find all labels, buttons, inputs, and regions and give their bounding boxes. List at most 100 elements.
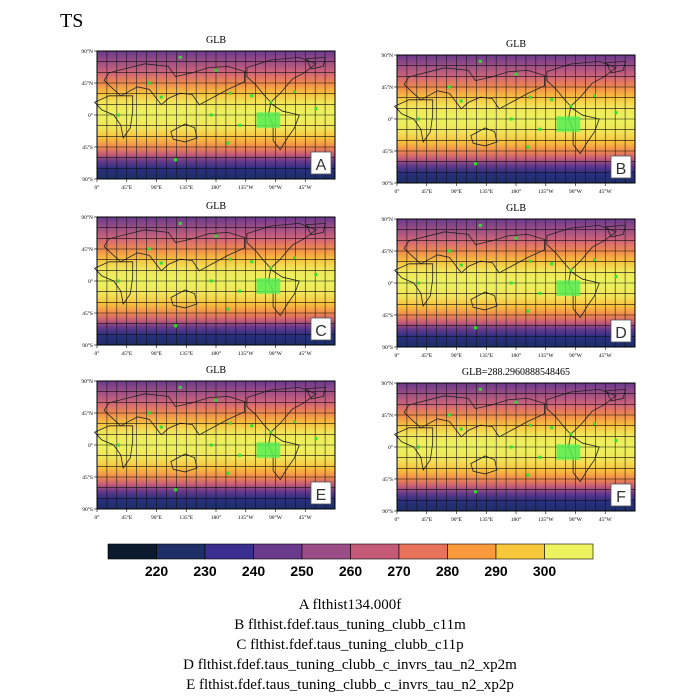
lon-tick-label: 45°W xyxy=(599,516,613,523)
lat-axis: 90°N 45°N 0° 45°S 90°S xyxy=(81,214,97,349)
lon-tick-label: 45°W xyxy=(299,184,313,191)
lon-tick-label: 135°E xyxy=(179,350,193,357)
panel-title: GLB=288.2960888548465 xyxy=(462,367,570,378)
lat-axis: 90°N 45°N 0° 45°S 90°S xyxy=(381,216,397,351)
lat-tick-label: 90°N xyxy=(81,48,93,55)
lat-lon-grid xyxy=(397,55,635,183)
panel-letter-box: C xyxy=(310,317,332,341)
lon-tick-label: 135°W xyxy=(238,184,254,191)
lat-tick-label: 0° xyxy=(88,278,93,285)
lon-tick-label: 180° xyxy=(511,188,521,195)
panel-title: GLB xyxy=(206,365,226,376)
lon-tick-label: 45°E xyxy=(421,516,433,523)
colorbar-label: 250 xyxy=(290,563,314,579)
coastlines xyxy=(393,388,627,483)
site-markers xyxy=(416,223,618,330)
lon-tick-label: 90°E xyxy=(151,350,163,357)
lon-axis: 0° 45°E 90°E 135°E 180° 135°W 90°W 45°W xyxy=(95,179,313,191)
lon-tick-label: 135°E xyxy=(479,188,493,195)
colorbar-swatch xyxy=(253,543,303,560)
lat-tick-label: 45°S xyxy=(82,310,93,317)
lon-tick-label: 90°W xyxy=(269,514,283,521)
lat-tick-label: 45°N xyxy=(381,248,393,255)
colorbar-swatch xyxy=(495,543,545,560)
lat-tick-label: 45°S xyxy=(82,474,93,481)
lon-tick-label: 90°E xyxy=(151,514,163,521)
lat-tick-label: 45°N xyxy=(381,412,393,419)
colorbar-swatch xyxy=(398,543,448,560)
colorbar-swatch xyxy=(301,543,351,560)
lon-tick-label: 135°W xyxy=(538,516,554,523)
figure-title: TS xyxy=(60,10,83,32)
panel-letter: D xyxy=(615,325,627,342)
lat-tick-label: 90°N xyxy=(381,380,393,387)
lat-tick-label: 45°S xyxy=(82,144,93,151)
lon-tick-label: 135°W xyxy=(538,188,554,195)
lat-lon-grid xyxy=(397,219,635,347)
caption-b: B flthist.fdef.taus_tuning_clubb_c11m xyxy=(234,617,466,633)
site-markers xyxy=(416,59,618,166)
colorbar-label: 240 xyxy=(242,563,266,579)
lat-lon-grid xyxy=(397,383,635,511)
lat-tick-label: 45°S xyxy=(382,312,393,319)
lat-axis: 90°N 45°N 0° 45°S 90°S xyxy=(381,52,397,187)
lon-tick-label: 180° xyxy=(211,350,221,357)
site-markers xyxy=(416,387,618,494)
lat-tick-label: 0° xyxy=(388,116,393,123)
lon-tick-label: 180° xyxy=(511,352,521,359)
panel-title: GLB xyxy=(206,35,226,46)
lon-tick-label: 0° xyxy=(95,514,100,521)
lon-tick-label: 180° xyxy=(511,516,521,523)
lat-tick-label: 90°N xyxy=(381,52,393,59)
colorbar-swatch xyxy=(350,543,400,560)
lat-tick-label: 90°S xyxy=(382,344,393,351)
lat-tick-label: 45°N xyxy=(381,84,393,91)
caption-d: D flthist.fdef.taus_tuning_clubb_c_invrs… xyxy=(183,657,517,673)
lon-tick-label: 90°E xyxy=(451,352,463,359)
colorbar-label: 300 xyxy=(533,563,557,579)
lon-tick-label: 135°W xyxy=(238,514,254,521)
lon-axis: 0° 45°E 90°E 135°E 180° 135°W 90°W 45°W xyxy=(395,183,613,195)
lon-axis: 0° 45°E 90°E 135°E 180° 135°W 90°W 45°W xyxy=(395,511,613,523)
lat-axis: 90°N 45°N 0° 45°S 90°S xyxy=(81,378,97,513)
lon-tick-label: 45°W xyxy=(299,350,313,357)
lat-tick-label: 90°N xyxy=(381,216,393,223)
coastlines xyxy=(393,60,627,155)
lat-axis: 90°N 45°N 0° 45°S 90°S xyxy=(81,48,97,183)
lon-tick-label: 135°E xyxy=(479,352,493,359)
lat-tick-label: 45°N xyxy=(81,410,93,417)
lon-tick-label: 0° xyxy=(95,184,100,191)
colorbar-label: 290 xyxy=(484,563,508,579)
panel-title: GLB xyxy=(506,39,526,50)
lon-tick-label: 90°E xyxy=(451,516,463,523)
lon-tick-label: 180° xyxy=(211,514,221,521)
lon-axis: 0° 45°E 90°E 135°E 180° 135°W 90°W 45°W xyxy=(395,347,613,359)
lon-tick-label: 90°E xyxy=(451,188,463,195)
lat-tick-label: 0° xyxy=(388,444,393,451)
lat-tick-label: 45°N xyxy=(81,80,93,87)
lat-axis: 90°N 45°N 0° 45°S 90°S xyxy=(381,380,397,515)
lon-tick-label: 45°W xyxy=(599,188,613,195)
site-markers xyxy=(116,221,318,328)
lon-tick-label: 45°W xyxy=(599,352,613,359)
lat-lon-grid xyxy=(97,51,335,179)
colorbar: 220 230 240 250 260 270 280 290 300 xyxy=(107,543,594,579)
colorbar-label: 280 xyxy=(436,563,460,579)
lat-tick-label: 90°S xyxy=(382,180,393,187)
panel-title: GLB xyxy=(206,201,226,212)
panel-letter-box: D xyxy=(610,319,632,343)
colorbar-swatch xyxy=(204,543,254,560)
colorbar-swatch xyxy=(107,543,157,560)
site-markers xyxy=(116,55,318,162)
colorbar-swatch xyxy=(447,543,497,560)
lon-tick-label: 45°E xyxy=(121,350,133,357)
site-markers xyxy=(116,385,318,492)
coastlines xyxy=(93,56,327,151)
lat-tick-label: 90°N xyxy=(81,214,93,221)
caption-a: A flthist134.000f xyxy=(298,597,402,613)
lon-tick-label: 45°E xyxy=(421,188,433,195)
